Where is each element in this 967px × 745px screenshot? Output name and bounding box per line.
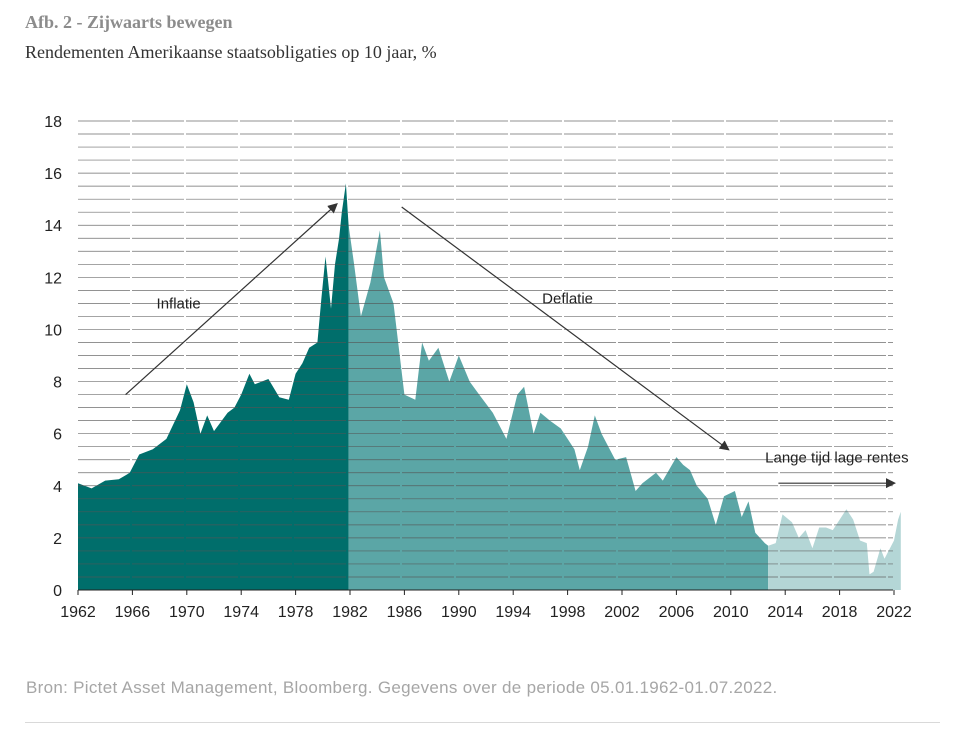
x-tick-label: 1998 [550, 604, 586, 621]
source-note: Bron: Pictet Asset Management, Bloomberg… [26, 678, 778, 697]
chart-title: Afb. 2 - Zijwaarts bewegen [25, 12, 233, 32]
annotation-label: Lange tijd lage rentes [765, 449, 908, 466]
x-tick-label: 1966 [115, 604, 151, 621]
x-tick-label: 2022 [876, 604, 912, 621]
x-tick-label: 2002 [604, 604, 640, 621]
x-tick-label: 1994 [495, 604, 531, 621]
y-tick-label: 8 [53, 375, 62, 392]
x-tick-label: 1986 [387, 604, 423, 621]
y-tick-label: 0 [53, 583, 62, 600]
x-tick-label: 1982 [332, 604, 368, 621]
x-tick-label: 1974 [223, 604, 259, 621]
y-tick-label: 2 [53, 531, 62, 548]
y-tick-label: 12 [44, 270, 62, 287]
annotation-label: Inflatie [157, 296, 201, 313]
y-tick-label: 6 [53, 427, 62, 444]
y-tick-label: 10 [44, 322, 62, 339]
annotation-label: Deflatie [542, 290, 593, 307]
bottom-divider [25, 722, 940, 723]
annotation-arrow [401, 206, 730, 451]
series-area-3 [768, 509, 901, 590]
x-tick-label: 1978 [278, 604, 314, 621]
x-tick-label: 2006 [659, 604, 695, 621]
x-tick-label: 2010 [713, 604, 749, 621]
series-area-1 [78, 183, 349, 590]
y-tick-label: 4 [53, 479, 62, 496]
x-tick-label: 2014 [767, 604, 803, 621]
x-tick-label: 1990 [441, 604, 477, 621]
y-tick-label: 18 [44, 114, 62, 131]
x-tick-label: 1962 [60, 604, 96, 621]
x-tick-label: 2018 [822, 604, 858, 621]
annotation-arrow [125, 203, 338, 396]
y-tick-label: 14 [44, 218, 62, 235]
x-tick-label: 1970 [169, 604, 205, 621]
y-tick-label: 16 [44, 166, 62, 183]
chart-subtitle: Rendementen Amerikaanse staatsobligaties… [25, 42, 437, 62]
